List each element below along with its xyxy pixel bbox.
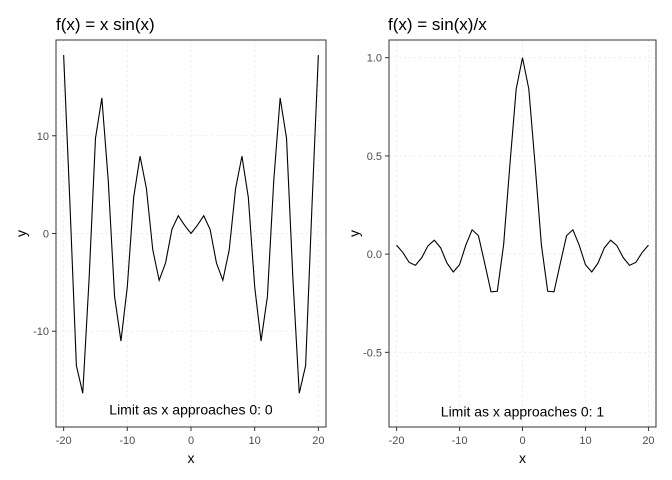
y-tick-label: -10: [33, 326, 49, 338]
y-tick-label: 1.0: [367, 53, 382, 65]
panel-2-x-axis-title: x: [519, 450, 526, 466]
x-tick-label: 20: [642, 435, 654, 447]
panel-2: f(x) = sin(x)/x -20 -10 0 10 20 -0.5 0.0 0.5 1.0…: [346, 15, 657, 466]
panel-2-y-axis-title: y: [346, 230, 362, 237]
panel-1-x-axis-title: x: [188, 450, 195, 466]
panel-1: f(x) = x sin(x) -20 -10 0 10 20 -10 0 10 Limit …: [13, 15, 327, 466]
x-tick-label: 0: [519, 435, 525, 447]
panel-1-title: f(x) = x sin(x): [56, 15, 155, 34]
x-tick-label: -20: [389, 435, 405, 447]
y-tick-label: -0.5: [363, 347, 382, 359]
x-tick-label: -10: [452, 435, 468, 447]
panel-2-border: [388, 39, 657, 428]
panel-2-ticks: -20 -10 0 10 20 -0.5 0.0 0.5 1.0: [363, 53, 655, 447]
panel-1-annotation: Limit as x approaches 0: 0: [109, 401, 273, 417]
panel-2-title: f(x) = sin(x)/x: [388, 15, 487, 34]
panel-2-curve: [396, 57, 649, 293]
y-tick-label: 0: [43, 229, 49, 241]
panel-1-y-axis-title: y: [13, 230, 29, 237]
y-tick-label: 0.5: [367, 151, 382, 163]
y-tick-label: 10: [37, 131, 49, 143]
panel-1-ticks: -20 -10 0 10 20 -10 0 10: [33, 131, 324, 447]
x-tick-label: 10: [579, 435, 591, 447]
x-tick-label: -20: [56, 435, 72, 447]
panel-2-gridlines: [389, 40, 656, 427]
x-tick-label: 10: [249, 435, 261, 447]
x-tick-label: 0: [188, 435, 194, 447]
panel-1-curve: [63, 55, 319, 394]
y-tick-label: 0.0: [367, 249, 382, 261]
x-tick-label: 20: [312, 435, 324, 447]
x-tick-label: -10: [119, 435, 135, 447]
panel-2-annotation: Limit as x approaches 0: 1: [441, 403, 605, 419]
